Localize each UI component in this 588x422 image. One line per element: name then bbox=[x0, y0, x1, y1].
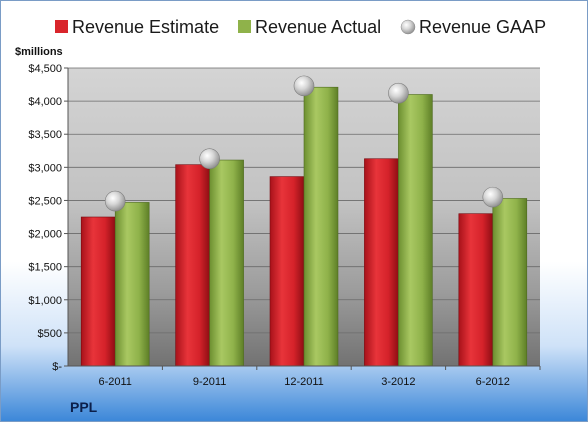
legend: Revenue Estimate Revenue Actual Revenue … bbox=[55, 17, 546, 37]
bar-revenue-estimate bbox=[269, 176, 305, 367]
bar-revenue-actual bbox=[303, 86, 339, 367]
legend-swatch-revenue-actual bbox=[238, 20, 251, 33]
y-axis-unit-label: $millions bbox=[15, 46, 63, 58]
marker-revenue-gaap bbox=[482, 186, 504, 208]
legend-label-revenue-gaap: Revenue GAAP bbox=[419, 17, 546, 37]
x-tick-label: 12-2011 bbox=[284, 376, 324, 388]
x-tick-label: 3-2012 bbox=[381, 376, 415, 388]
marker-revenue-gaap bbox=[293, 75, 315, 97]
y-tick-label: $2,500 bbox=[28, 195, 62, 207]
y-tick-label: $2,000 bbox=[28, 229, 62, 241]
y-tick-label: $1,000 bbox=[28, 295, 62, 307]
marker-revenue-gaap bbox=[104, 190, 126, 212]
bar-revenue-actual bbox=[114, 202, 150, 367]
bar-revenue-estimate bbox=[364, 158, 399, 367]
x-axis-ticks: 6-2011 9-2011 12-2011 3-2012 6-2012 bbox=[98, 366, 541, 388]
y-tick-label: $500 bbox=[38, 328, 62, 340]
ticker-label: PPL bbox=[70, 399, 98, 415]
marker-revenue-gaap bbox=[199, 148, 220, 170]
x-tick-label: 6-2011 bbox=[98, 376, 131, 388]
y-axis-ticks: $- $500 $1,000 $1,500 $2,000 $2,500 $3,000 $3,5… bbox=[28, 63, 68, 373]
bar-revenue-actual bbox=[398, 94, 433, 367]
y-tick-label: $3,500 bbox=[28, 129, 62, 141]
bar-revenue-estimate bbox=[458, 213, 494, 367]
bar-revenue-actual bbox=[492, 198, 528, 367]
bar-revenue-actual bbox=[209, 159, 244, 367]
bar-revenue-estimate bbox=[175, 164, 210, 367]
y-tick-label: $- bbox=[52, 361, 62, 373]
x-tick-label: 9-2011 bbox=[193, 376, 226, 388]
bars bbox=[80, 86, 528, 367]
y-tick-label: $1,500 bbox=[28, 262, 62, 274]
y-tick-label: $4,500 bbox=[28, 63, 62, 75]
legend-label-revenue-actual: Revenue Actual bbox=[255, 17, 381, 37]
x-tick-label: 6-2012 bbox=[476, 376, 510, 388]
legend-label-revenue-estimate: Revenue Estimate bbox=[72, 17, 219, 37]
legend-swatch-revenue-estimate bbox=[55, 20, 68, 33]
legend-swatch-revenue-gaap bbox=[400, 19, 416, 35]
bar-revenue-estimate bbox=[80, 216, 116, 367]
marker-revenue-gaap bbox=[388, 82, 409, 104]
gaap-markers bbox=[104, 75, 504, 212]
y-tick-label: $4,000 bbox=[28, 96, 62, 108]
y-tick-label: $3,000 bbox=[28, 162, 62, 174]
